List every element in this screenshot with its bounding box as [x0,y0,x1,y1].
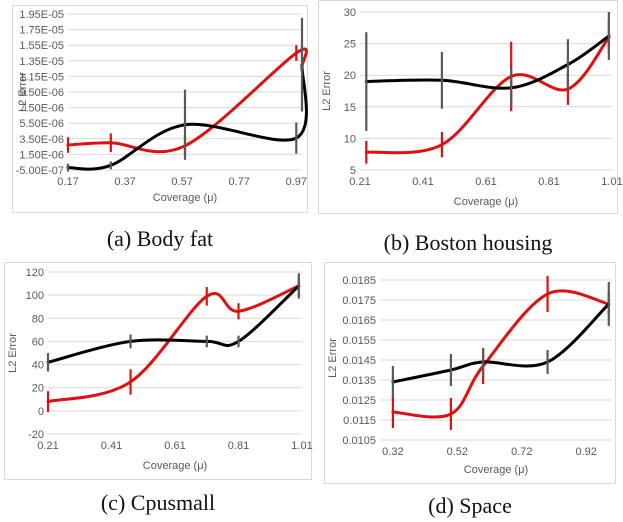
x-tick-label: 0.77 [229,176,250,188]
y-tick-label: -20 [28,429,44,441]
x-tick-label: 1.01 [291,440,312,452]
y-tick-label: 1.15E-05 [19,71,64,83]
y-tick-label: 5 [350,165,356,177]
x-tick-label: 0.57 [171,176,192,188]
y-tick-label: 0.0145 [342,355,376,367]
y-tick-label: 25 [344,39,356,51]
black-series-line [391,302,611,384]
y-tick-label: 1.35E-05 [19,56,64,68]
y-tick-label: 1.55E-05 [19,40,64,52]
chart-frame [4,262,312,480]
black-series-line [66,63,308,171]
x-axis-title: Coverage (μ) [153,192,217,204]
x-tick-label: 0.21 [349,176,370,188]
chart-frame [12,5,308,213]
chart-panel-cpusmall: -20 0 20 40 60 80 100 120 0.21 0.41 0.61 0.81 1.01 Co… [4,262,313,480]
y-tick-label: 0.0165 [342,315,376,327]
x-tick-label: 0.17 [57,176,78,188]
x-tick-label: 0.41 [101,440,122,452]
x-axis-title: Coverage (μ) [464,464,528,476]
caption-body-fat: (a) Body fat [106,226,214,251]
chart-panel-boston-housing: 5 10 15 20 25 30 0.21 0.41 0.61 0.81 1.01 Coverage … [318,0,623,214]
chart-boston-housing: 5 10 15 20 25 30 0.21 0.41 0.61 0.81 1.01 Coverage … [318,0,623,214]
chart-panel-body-fat: -5.00E-07 1.50E-06 3.50E-06 5.50E-06 7.50E-0… [12,5,308,213]
x-tick-label: 0.32 [382,446,403,458]
x-tick-label: 0.21 [37,440,58,452]
x-tick-label: 0.72 [511,446,532,458]
x-axis-title: Coverage (μ) [454,196,518,208]
y-tick-label: 0.0125 [342,395,376,407]
y-tick-label: 1.95E-05 [19,9,64,21]
y-tick-label: 1.75E-05 [19,25,64,37]
y-tick-label: -5.00E-07 [16,165,64,177]
y-tick-label: 0.0105 [342,435,376,447]
chart-cpusmall: -20 0 20 40 60 80 100 120 0.21 0.41 0.61 0.81 1.01 Co… [4,262,313,480]
caption-space: (d) Space [428,493,512,518]
y-tick-label: 120 [26,267,44,279]
y-tick-label: 0.0135 [342,375,376,387]
x-tick-label: 0.81 [538,176,559,188]
chart-panel-space: 0.0105 0.0115 0.0125 0.0135 0.0145 0.0155 0.01… [324,262,616,484]
y-tick-label: 20 [344,70,356,82]
chart-frame [324,262,616,484]
x-tick-label: 0.61 [164,440,185,452]
x-tick-label: 0.52 [447,446,468,458]
y-axis-title: L2 Error [7,333,19,373]
y-tick-label: 9.50E-06 [19,87,64,99]
y-tick-label: 60 [32,336,44,348]
x-tick-label: 0.97 [286,176,307,188]
y-tick-label: 40 [32,360,44,372]
y-tick-label: 7.50E-06 [19,103,64,115]
red-series-line [46,284,301,404]
caption-boston-housing: (b) Boston housing [383,230,553,255]
chart-body-fat: -5.00E-07 1.50E-06 3.50E-06 5.50E-06 7.50E-0… [12,5,308,213]
y-tick-label: 0.0115 [343,415,376,427]
y-tick-label: 20 [32,383,44,395]
y-tick-label: 10 [344,133,356,145]
y-axis-title: L2 Error [17,72,29,112]
y-tick-label: 0.0185 [342,275,376,287]
x-tick-label: 0.41 [412,176,433,188]
x-tick-label: 0.37 [114,176,135,188]
x-tick-label: 0.61 [475,176,496,188]
y-tick-label: 0.0175 [342,295,376,307]
y-tick-label: 0.0155 [342,335,376,347]
y-tick-label: 15 [344,102,356,114]
y-tick-label: 3.50E-06 [19,134,64,146]
y-tick-label: 0 [38,406,44,418]
caption-cpusmall: (c) Cpusmall [100,490,216,515]
y-axis-title: L2 Error [321,71,333,111]
x-tick-label: 0.92 [576,446,597,458]
y-tick-label: 5.50E-06 [19,118,64,130]
y-tick-label: 80 [32,313,44,325]
y-tick-label: 30 [344,7,356,19]
x-axis-title: Coverage (μ) [143,460,207,472]
y-tick-label: 100 [26,290,44,302]
chart-space: 0.0105 0.0115 0.0125 0.0135 0.0145 0.0155 0.01… [324,262,616,484]
y-tick-label: 1.50E-06 [19,149,64,161]
y-axis-title: L2 Error [327,338,339,378]
x-tick-label: 0.81 [228,440,249,452]
x-tick-label: 1.01 [601,176,622,188]
